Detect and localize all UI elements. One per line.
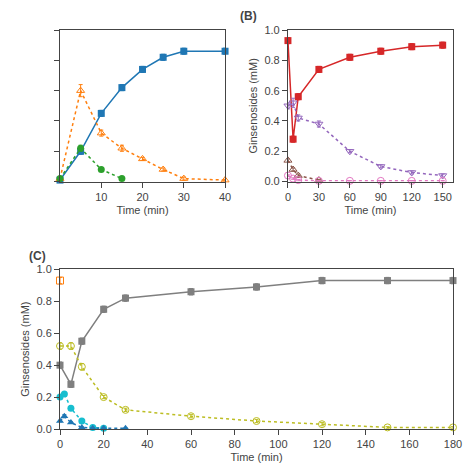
svg-text:0.8: 0.8 — [37, 295, 52, 307]
svg-text:Ginsenosides (mM): Ginsenosides (mM) — [247, 58, 259, 153]
svg-text:0: 0 — [285, 191, 291, 203]
svg-text:40: 40 — [219, 191, 231, 203]
svg-text:30: 30 — [313, 191, 325, 203]
svg-text:20: 20 — [98, 438, 110, 450]
svg-text:0.4: 0.4 — [37, 359, 52, 371]
svg-text:0.6: 0.6 — [37, 327, 52, 339]
svg-text:0.0: 0.0 — [37, 423, 52, 435]
svg-text:1.0: 1.0 — [37, 263, 52, 275]
svg-text:Time (min): Time (min) — [344, 204, 396, 216]
svg-text:160: 160 — [400, 438, 418, 450]
svg-text:0: 0 — [57, 438, 63, 450]
svg-text:60: 60 — [344, 191, 356, 203]
svg-text:Ginsenosides (mM): Ginsenosides (mM) — [19, 302, 31, 397]
svg-text:Time (min): Time (min) — [230, 451, 282, 463]
svg-text:140: 140 — [356, 438, 374, 450]
svg-text:10: 10 — [95, 191, 107, 203]
svg-text:90: 90 — [375, 191, 387, 203]
svg-text:(B): (B) — [240, 9, 257, 23]
svg-text:180: 180 — [444, 438, 462, 450]
svg-text:150: 150 — [434, 191, 452, 203]
svg-text:0.6: 0.6 — [264, 85, 279, 97]
svg-text:80: 80 — [229, 438, 241, 450]
svg-text:0.0: 0.0 — [264, 175, 279, 187]
svg-text:120: 120 — [313, 438, 331, 450]
svg-text:Time (min): Time (min) — [116, 204, 168, 216]
svg-text:30: 30 — [178, 191, 190, 203]
svg-text:20: 20 — [136, 191, 148, 203]
svg-text:100: 100 — [269, 438, 287, 450]
svg-text:0.2: 0.2 — [37, 391, 52, 403]
svg-text:0.8: 0.8 — [264, 54, 279, 66]
svg-text:(C): (C) — [29, 249, 46, 263]
svg-text:60: 60 — [185, 438, 197, 450]
svg-text:1.0: 1.0 — [264, 24, 279, 36]
svg-text:40: 40 — [141, 438, 153, 450]
svg-text:0.4: 0.4 — [264, 115, 279, 127]
svg-text:120: 120 — [403, 191, 421, 203]
svg-text:0.2: 0.2 — [264, 145, 279, 157]
